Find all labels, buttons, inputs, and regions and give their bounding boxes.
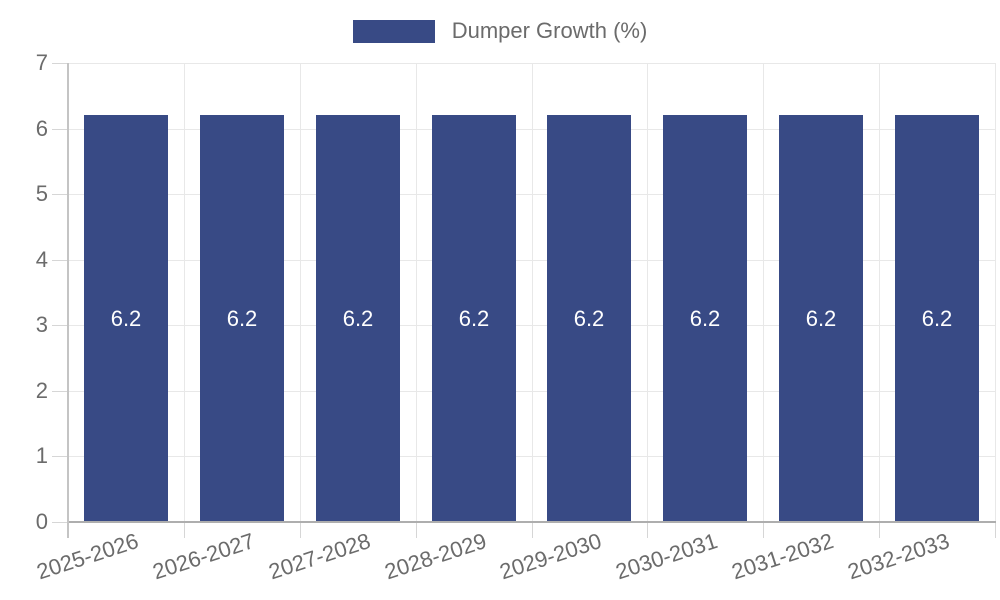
- y-axis-tick: [52, 456, 68, 457]
- y-axis-tick: [52, 194, 68, 195]
- x-axis-tick: [647, 522, 648, 538]
- y-axis-line: [67, 63, 69, 538]
- bar-2026-2027[interactable]: [200, 115, 284, 521]
- x-gridline: [184, 63, 185, 522]
- y-axis-tick-label: 3: [35, 312, 48, 337]
- y-axis-tick: [52, 129, 68, 130]
- x-axis-tick-label: 2026-2027: [149, 528, 258, 585]
- y-axis-tick-label: 5: [35, 181, 48, 206]
- x-axis-tick-label: 2030-2031: [612, 528, 721, 585]
- x-axis-tick-label: 2031-2032: [728, 528, 837, 585]
- x-gridline: [763, 63, 764, 522]
- x-axis-tick-label: 2025-2026: [33, 528, 142, 585]
- y-axis-tick: [52, 325, 68, 326]
- y-gridline: [68, 129, 995, 130]
- x-axis-tick: [879, 522, 880, 538]
- x-axis-tick-label: 2027-2028: [265, 528, 374, 585]
- x-axis-tick-label: 2032-2033: [844, 528, 953, 585]
- bar-2029-2030[interactable]: [547, 115, 631, 521]
- y-gridline: [68, 456, 995, 457]
- y-axis-tick: [52, 522, 68, 523]
- y-gridline: [68, 194, 995, 195]
- x-axis-tick-label: 2028-2029: [381, 528, 490, 585]
- y-gridline: [68, 260, 995, 261]
- y-axis-tick: [52, 260, 68, 261]
- chart-legend[interactable]: Dumper Growth (%): [0, 18, 1000, 44]
- x-axis-tick-label: 2029-2030: [496, 528, 605, 585]
- y-axis-tick-label: 6: [35, 116, 48, 141]
- legend-swatch[interactable]: [352, 19, 435, 43]
- x-axis-tick: [416, 522, 417, 538]
- y-axis-tick-label: 2: [35, 378, 48, 403]
- bar-2027-2028[interactable]: [316, 115, 400, 521]
- x-gridline: [647, 63, 648, 522]
- x-axis-line: [67, 521, 996, 523]
- x-axis-tick: [184, 522, 185, 538]
- x-gridline: [532, 63, 533, 522]
- legend-label[interactable]: Dumper Growth (%): [451, 18, 648, 43]
- y-axis-tick: [52, 391, 68, 392]
- x-gridline: [995, 63, 996, 522]
- y-gridline: [68, 391, 995, 392]
- bar-2028-2029[interactable]: [432, 115, 516, 521]
- y-axis-tick-label: 4: [35, 247, 48, 272]
- y-axis-tick-label: 7: [35, 50, 48, 75]
- y-axis-tick-label: 1: [35, 443, 48, 468]
- x-axis-tick: [763, 522, 764, 538]
- x-axis-tick: [995, 522, 996, 538]
- y-axis-tick-label: 0: [35, 509, 48, 534]
- x-gridline: [879, 63, 880, 522]
- bar-2030-2031[interactable]: [663, 115, 747, 521]
- bar-2032-2033[interactable]: [895, 115, 979, 521]
- x-gridline: [300, 63, 301, 522]
- bar-2031-2032[interactable]: [779, 115, 863, 521]
- y-gridline: [68, 325, 995, 326]
- y-axis-tick: [52, 63, 68, 64]
- x-axis-tick: [532, 522, 533, 538]
- x-gridline: [416, 63, 417, 522]
- x-axis-tick: [300, 522, 301, 538]
- bar-2025-2026[interactable]: [84, 115, 168, 521]
- y-gridline: [68, 63, 995, 64]
